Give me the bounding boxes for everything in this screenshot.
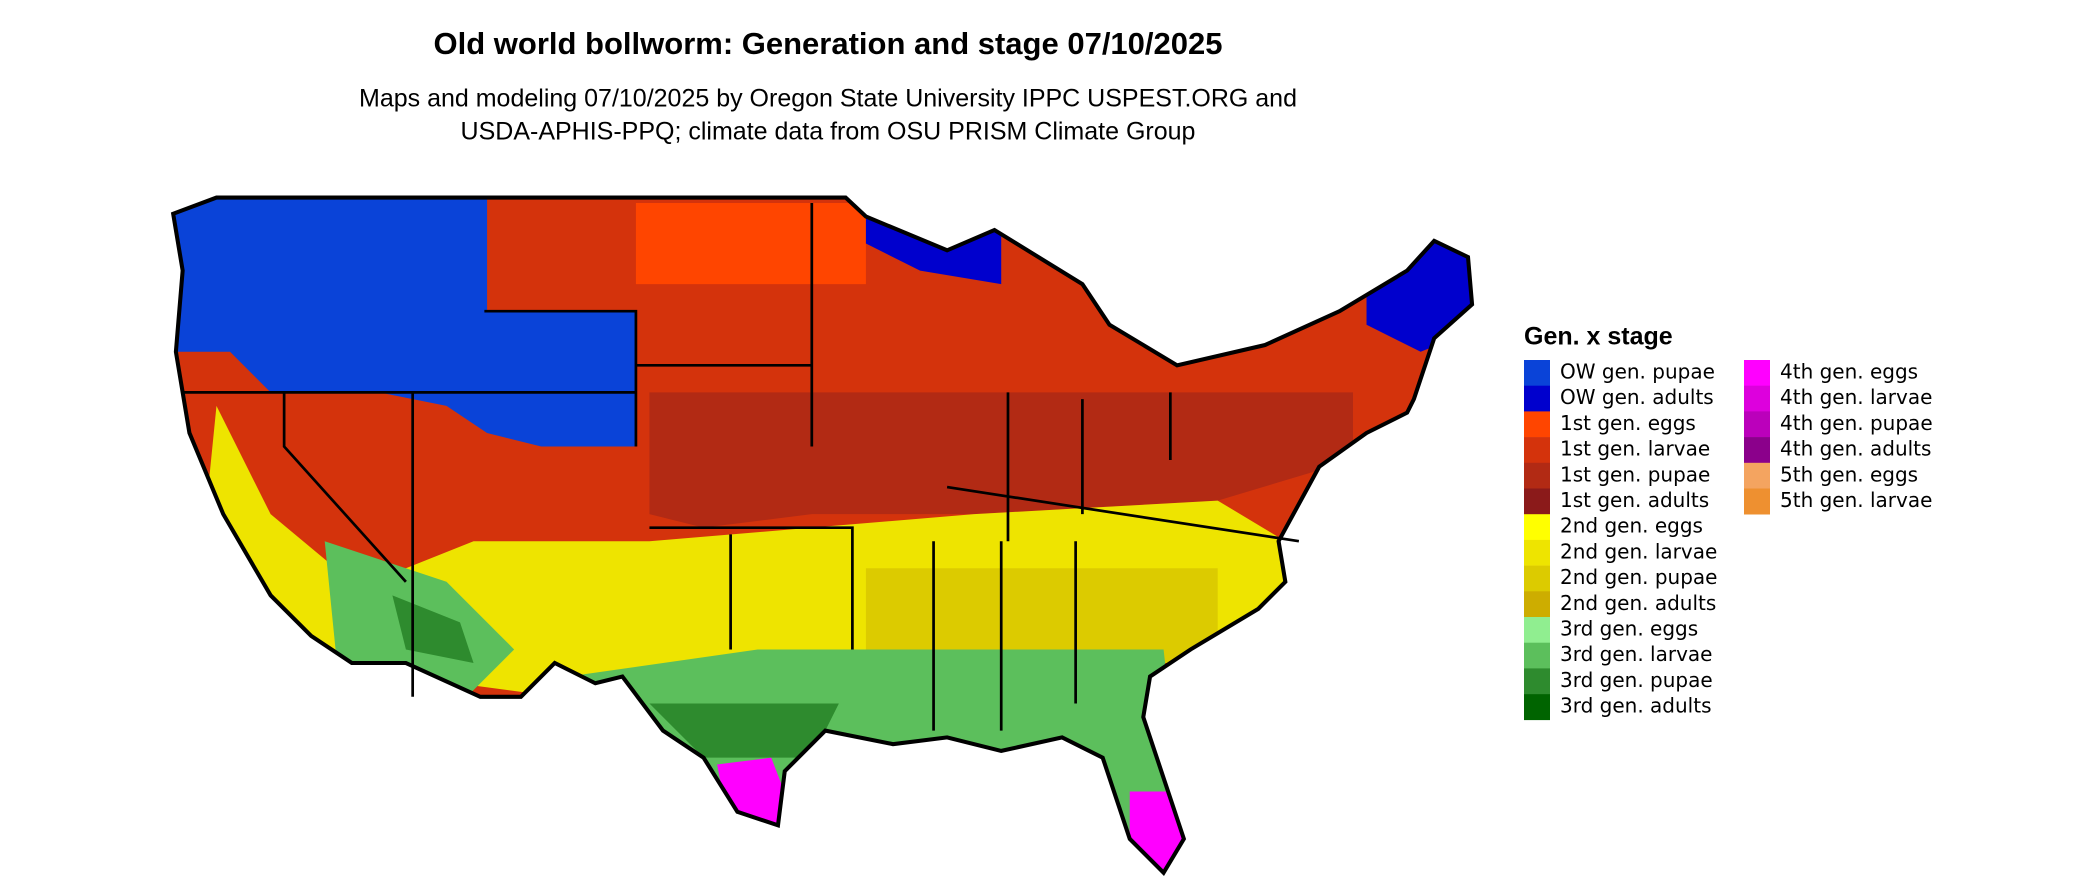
- legend-label: 3rd gen. pupae: [1560, 668, 1713, 692]
- legend-swatch: [1744, 488, 1770, 515]
- legend-swatch: [1524, 437, 1550, 464]
- legend-label: 3rd gen. eggs: [1560, 617, 1698, 641]
- legend-label: 5th gen. eggs: [1780, 462, 1918, 486]
- legend-label: 1st gen. larvae: [1560, 437, 1710, 461]
- legend-label: 2nd gen. adults: [1560, 591, 1716, 615]
- legend-label: 2nd gen. eggs: [1560, 514, 1703, 538]
- legend-label: 1st gen. pupae: [1560, 462, 1710, 486]
- legend-swatch: [1524, 539, 1550, 566]
- legend-label: 4th gen. larvae: [1780, 385, 1932, 409]
- map-title: Old world bollworm: Generation and stage…: [434, 26, 1223, 61]
- region: [865, 568, 1218, 663]
- map-subtitle: USDA-APHIS-PPQ; climate data from OSU PR…: [461, 118, 1196, 146]
- legend-label: 2nd gen. pupae: [1560, 565, 1717, 589]
- region: [173, 197, 636, 447]
- legend-title: Gen. x stage: [1524, 323, 1673, 351]
- legend-label: OW gen. pupae: [1560, 360, 1715, 384]
- legend-swatch: [1524, 360, 1550, 386]
- legend-swatch: [1524, 694, 1550, 721]
- legend-swatch: [1524, 385, 1550, 412]
- legend-swatch: [1524, 642, 1550, 669]
- legend-label: 3rd gen. adults: [1560, 694, 1711, 718]
- legend-swatch: [1524, 668, 1550, 695]
- region: [635, 202, 866, 285]
- legend-swatch: [1744, 385, 1770, 412]
- legend-swatch: [1524, 565, 1550, 592]
- legend-swatch: [1524, 514, 1550, 541]
- legend-label: OW gen. adults: [1560, 385, 1714, 409]
- legend-swatch: [1524, 488, 1550, 515]
- legend-swatch: [1744, 437, 1770, 464]
- legend-swatch: [1744, 411, 1770, 438]
- legend-swatch: [1524, 591, 1550, 618]
- legend-swatch: [1524, 462, 1550, 489]
- legend-label: 1st gen. eggs: [1560, 411, 1696, 435]
- legend-label: 1st gen. adults: [1560, 488, 1709, 512]
- state-borders: [182, 202, 1300, 731]
- legend-swatch: [1744, 462, 1770, 489]
- map-subtitle: Maps and modeling 07/10/2025 by Oregon S…: [359, 85, 1297, 113]
- legend-label: 3rd gen. larvae: [1560, 642, 1712, 666]
- region: [568, 649, 1191, 873]
- legend-swatch: [1744, 360, 1770, 386]
- legend-label: 4th gen. eggs: [1780, 360, 1918, 384]
- region: [649, 703, 839, 758]
- us-map: [135, 176, 1488, 892]
- legend-label: 4th gen. pupae: [1780, 411, 1933, 435]
- region: [649, 392, 1353, 528]
- legend-swatch: [1524, 411, 1550, 438]
- legend-swatch: [1524, 617, 1550, 643]
- legend-label: 2nd gen. larvae: [1560, 539, 1717, 563]
- legend-label: 4th gen. adults: [1780, 437, 1931, 461]
- legend-label: 5th gen. larvae: [1780, 488, 1932, 512]
